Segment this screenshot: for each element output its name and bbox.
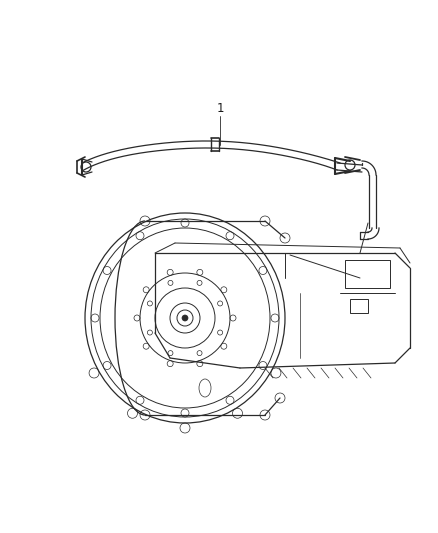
Text: 1: 1 (216, 101, 224, 115)
Bar (350, 299, 368, 313)
Circle shape (182, 315, 188, 321)
Bar (345, 260, 390, 288)
